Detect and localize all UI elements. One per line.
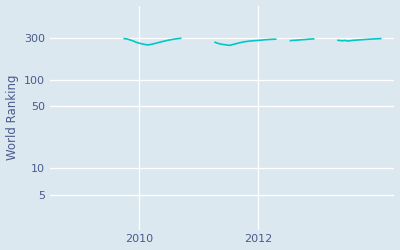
Y-axis label: World Ranking: World Ranking — [6, 75, 18, 160]
